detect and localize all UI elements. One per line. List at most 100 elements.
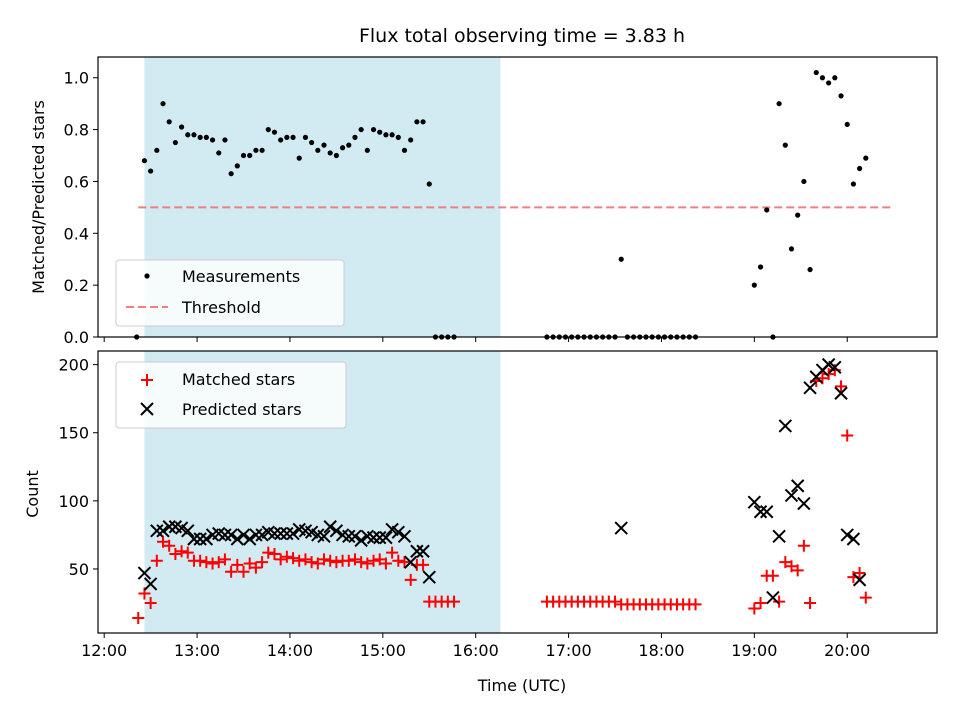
data-point: [803, 381, 817, 395]
y-tick-label: 200: [58, 356, 89, 375]
top-y-axis-label: Matched/Predicted stars: [29, 100, 48, 294]
data-point: [197, 134, 203, 140]
data-point: [422, 570, 436, 584]
data-point: [274, 553, 287, 566]
data-point: [225, 565, 238, 578]
data-point: [181, 546, 194, 559]
data-point: [797, 539, 810, 552]
data-point: [379, 557, 392, 570]
data-point: [853, 567, 866, 580]
data-point: [178, 124, 185, 130]
data-point: [273, 526, 288, 541]
data-point: [401, 147, 408, 153]
data-point: [162, 520, 176, 534]
data-point: [224, 528, 238, 542]
data-point: [163, 539, 176, 552]
x-tick-label: 18:00: [638, 641, 684, 660]
x-tick-label: 12:00: [81, 641, 127, 660]
bottom-y-axis-label: Count: [23, 470, 42, 518]
data-point: [373, 530, 387, 545]
data-point: [420, 119, 426, 125]
data-point: [788, 246, 795, 252]
data-point: [410, 544, 424, 558]
data-point: [278, 137, 284, 143]
data-point: [218, 553, 231, 566]
data-point: [249, 528, 263, 542]
data-point: [801, 178, 807, 185]
data-point: [199, 532, 214, 546]
data-point: [426, 181, 432, 187]
data-point: [172, 139, 178, 146]
data-point: [364, 147, 370, 153]
data-point: [747, 495, 762, 509]
data-point: [354, 533, 368, 548]
data-point: [782, 142, 788, 148]
data-point: [237, 565, 250, 578]
data-point: [333, 152, 339, 159]
data-point: [386, 546, 399, 559]
data-point: [748, 602, 761, 615]
data-point: [751, 282, 757, 288]
data-point: [212, 556, 225, 569]
data-point: [222, 137, 228, 143]
data-point: [778, 419, 793, 433]
data-point: [324, 554, 337, 567]
y-tick-label: 0.0: [64, 328, 89, 347]
data-point: [228, 171, 234, 177]
data-point: [321, 142, 327, 148]
data-point: [797, 496, 811, 511]
y-tick-label: 1.0: [64, 69, 89, 88]
y-tick-label: 0.6: [64, 172, 89, 191]
data-point: [392, 554, 405, 567]
data-point: [840, 528, 854, 542]
data-point: [148, 168, 154, 174]
data-point: [247, 152, 253, 159]
data-point: [772, 529, 786, 543]
data-point: [389, 132, 395, 138]
data-point: [355, 556, 368, 569]
data-point: [609, 595, 622, 608]
legend-measurements-label: Measurements: [182, 267, 300, 286]
data-point: [327, 150, 333, 156]
data-point: [370, 126, 377, 133]
data-point: [216, 150, 222, 156]
data-point: [859, 591, 872, 604]
data-point: [790, 479, 805, 493]
data-point: [299, 553, 312, 566]
data-point: [764, 207, 770, 213]
data-point: [852, 573, 867, 587]
data-point: [185, 132, 191, 138]
x-tick-label: 16:00: [453, 641, 499, 660]
data-point: [757, 264, 764, 270]
y-tick-label: 50: [69, 560, 89, 579]
data-point: [348, 529, 362, 543]
top-legend: Measurements Threshold: [115, 259, 345, 327]
data-point: [187, 532, 201, 546]
data-point: [832, 75, 838, 81]
data-point: [253, 147, 259, 153]
data-point: [358, 126, 364, 133]
data-point: [785, 560, 798, 573]
data-point: [311, 557, 324, 570]
data-point: [377, 129, 383, 135]
data-point: [315, 147, 321, 153]
data-point: [194, 554, 207, 567]
data-point: [846, 532, 861, 546]
legend-predicted-label: Predicted stars: [182, 400, 302, 419]
data-point: [156, 524, 170, 538]
data-point: [373, 553, 386, 566]
data-point: [863, 155, 869, 161]
data-point: [150, 524, 164, 538]
data-point: [262, 546, 275, 559]
data-point: [318, 553, 331, 566]
legend-matched-label: Matched stars: [182, 370, 295, 389]
data-point: [766, 569, 779, 582]
data-point: [348, 553, 361, 566]
data-point: [367, 554, 380, 567]
data-point: [366, 530, 381, 545]
data-point: [143, 577, 158, 591]
data-point: [813, 69, 819, 76]
data-point: [404, 573, 417, 586]
data-point: [822, 368, 835, 381]
data-point: [191, 132, 197, 138]
